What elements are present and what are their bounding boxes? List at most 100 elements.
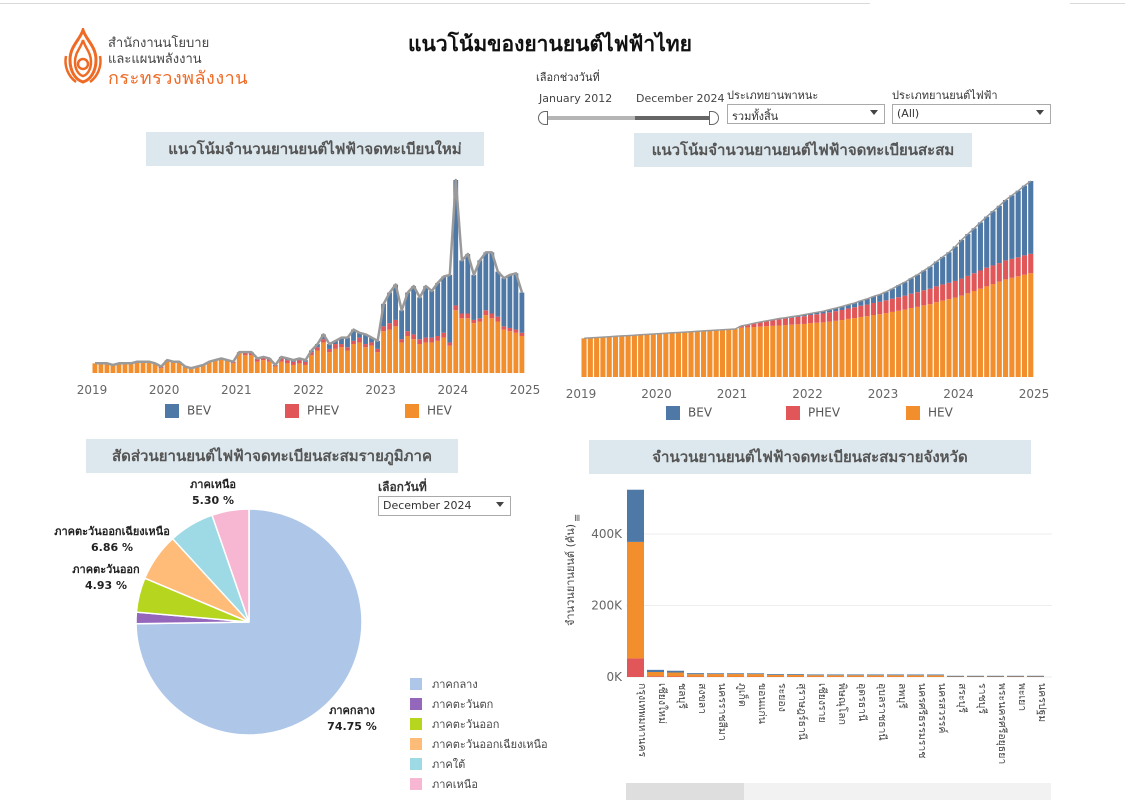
bar-hev[interactable]: [852, 318, 857, 377]
bar-hev[interactable]: [707, 674, 724, 677]
bar-bev[interactable]: [345, 338, 350, 348]
bar-bev[interactable]: [921, 270, 926, 290]
bar-hev[interactable]: [638, 335, 643, 377]
bar-phev[interactable]: [321, 339, 326, 342]
bar-hev[interactable]: [764, 326, 769, 377]
bar-hev[interactable]: [129, 363, 134, 373]
bar-hev[interactable]: [627, 542, 644, 659]
bar-hev[interactable]: [345, 350, 350, 373]
bar-hev[interactable]: [682, 332, 687, 377]
bar-hev[interactable]: [688, 332, 693, 377]
bar-phev[interactable]: [363, 344, 368, 347]
bar-phev[interactable]: [777, 319, 782, 325]
bar-phev[interactable]: [965, 276, 970, 293]
bar-bev[interactable]: [707, 673, 724, 674]
bar-phev[interactable]: [783, 319, 788, 326]
legend-item-phev[interactable]: PHEV: [285, 403, 339, 418]
bar-phev[interactable]: [513, 330, 518, 333]
bar-hev[interactable]: [733, 329, 738, 377]
bar-phev[interactable]: [795, 317, 800, 324]
bar-hev[interactable]: [159, 368, 164, 373]
bar-hev[interactable]: [663, 333, 668, 377]
bar-hev[interactable]: [902, 310, 907, 377]
bar-hev[interactable]: [839, 320, 844, 377]
bar-phev[interactable]: [339, 344, 344, 347]
bar-hev[interactable]: [670, 333, 675, 377]
bar-hev[interactable]: [770, 326, 775, 377]
bar-hev[interactable]: [667, 673, 684, 677]
bar-hev[interactable]: [871, 315, 876, 377]
bar-hev[interactable]: [477, 322, 482, 373]
bar-hev[interactable]: [363, 347, 368, 373]
bar-phev[interactable]: [405, 331, 410, 336]
bar-phev[interactable]: [978, 270, 983, 288]
bar-phev[interactable]: [959, 279, 964, 296]
bar-bev[interactable]: [928, 267, 933, 289]
bar-phev[interactable]: [453, 305, 458, 310]
bar-hev[interactable]: [814, 323, 819, 377]
bar-hev[interactable]: [507, 331, 512, 373]
bar-phev[interactable]: [984, 268, 989, 287]
bar-hev[interactable]: [827, 675, 844, 677]
bar-hev[interactable]: [483, 315, 488, 373]
bar-bev[interactable]: [965, 234, 970, 276]
bar-bev[interactable]: [471, 275, 476, 320]
bar-hev[interactable]: [846, 319, 851, 377]
bar-hev[interactable]: [501, 330, 506, 373]
bar-hev[interactable]: [607, 337, 612, 377]
bar-hev[interactable]: [789, 325, 794, 377]
bar-bev[interactable]: [1022, 186, 1027, 256]
bar-hev[interactable]: [357, 342, 362, 373]
province-chart-scrollbar[interactable]: [626, 783, 1051, 800]
bar-hev[interactable]: [701, 331, 706, 377]
bar-bev[interactable]: [727, 673, 744, 674]
bar-phev[interactable]: [764, 321, 769, 326]
bar-hev[interactable]: [795, 324, 800, 377]
bar-hev[interactable]: [887, 675, 904, 677]
bar-hev[interactable]: [884, 313, 889, 377]
bar-hev[interactable]: [827, 322, 832, 377]
bar-phev[interactable]: [865, 305, 870, 317]
bar-hev[interactable]: [513, 333, 518, 373]
bar-bev[interactable]: [967, 676, 984, 677]
bar-hev[interactable]: [858, 317, 863, 377]
bar-hev[interactable]: [626, 336, 631, 377]
bar-phev[interactable]: [447, 342, 452, 345]
bar-phev[interactable]: [291, 362, 296, 365]
bar-hev[interactable]: [495, 322, 500, 373]
bar-bev[interactable]: [940, 257, 945, 285]
bar-hev[interactable]: [807, 675, 824, 677]
bar-phev[interactable]: [327, 349, 332, 352]
bar-bev[interactable]: [847, 674, 864, 675]
ev-type-select[interactable]: (All): [892, 104, 1051, 124]
bar-hev[interactable]: [441, 338, 446, 373]
bar-hev[interactable]: [297, 363, 302, 373]
bar-hev[interactable]: [351, 344, 356, 373]
bar-phev[interactable]: [333, 344, 338, 349]
bar-phev[interactable]: [351, 341, 356, 344]
bar-phev[interactable]: [802, 316, 807, 324]
bar-hev[interactable]: [399, 342, 404, 373]
bar-hev[interactable]: [1022, 275, 1027, 377]
bar-hev[interactable]: [594, 337, 599, 377]
bar-phev[interactable]: [953, 281, 958, 298]
bar-hev[interactable]: [519, 336, 524, 373]
bar-bev[interactable]: [423, 286, 428, 337]
bar-hev[interactable]: [965, 293, 970, 377]
bar-hev[interactable]: [978, 289, 983, 377]
bar-phev[interactable]: [934, 286, 939, 302]
bar-phev[interactable]: [808, 315, 813, 323]
bar-hev[interactable]: [315, 350, 320, 373]
bar-phev[interactable]: [846, 308, 851, 318]
bar-hev[interactable]: [303, 365, 308, 373]
bar-bev[interactable]: [867, 674, 884, 675]
bar-hev[interactable]: [890, 312, 895, 377]
bar-phev[interactable]: [1022, 255, 1027, 274]
bar-phev[interactable]: [459, 313, 464, 318]
bar-phev[interactable]: [1003, 260, 1008, 279]
bar-hev[interactable]: [787, 675, 804, 677]
bar-hev[interactable]: [959, 296, 964, 377]
bar-phev[interactable]: [990, 265, 995, 284]
legend-item-hev[interactable]: HEV: [405, 403, 452, 418]
bar-hev[interactable]: [808, 323, 813, 377]
